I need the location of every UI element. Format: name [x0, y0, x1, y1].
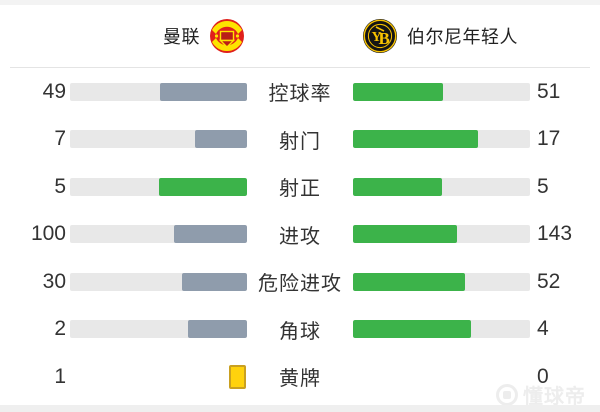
home-bar	[70, 320, 247, 339]
header-divider	[10, 67, 590, 68]
manchester-united-crest-icon	[209, 18, 245, 54]
home-bar	[70, 82, 247, 101]
home-value: 7	[54, 127, 66, 151]
away-value: 4	[537, 317, 549, 341]
bottom-section-edge	[0, 405, 600, 412]
away-bar-fill	[353, 320, 472, 339]
home-bar-fill	[188, 320, 247, 339]
watermark-logo-icon	[496, 383, 518, 406]
away-bar-track	[353, 320, 530, 339]
stat-label: 射正	[279, 178, 321, 201]
home-value: 30	[42, 269, 66, 293]
home-bar-track	[70, 130, 247, 149]
home-bar	[70, 130, 247, 149]
away-value: 5	[537, 174, 549, 198]
stat-label: 角球	[279, 320, 321, 343]
home-team-name: 曼联	[163, 27, 200, 47]
home-value: 1	[54, 364, 66, 388]
away-bar	[353, 130, 530, 149]
away-bar	[353, 177, 530, 196]
away-bar	[353, 225, 530, 244]
away-bar	[353, 82, 530, 101]
away-bar-track	[353, 225, 530, 244]
away-bar-fill	[353, 272, 466, 291]
away-bar-fill	[353, 82, 444, 101]
stats-rows: 49 控球率 51 7 射门 17	[0, 68, 600, 401]
home-team: 曼联	[0, 18, 300, 54]
away-bar-fill	[353, 130, 479, 149]
stat-row: 100 进攻 143	[0, 211, 600, 259]
home-bar-fill	[182, 272, 247, 291]
watermark: 懂球帝	[496, 380, 586, 409]
home-bar	[70, 272, 247, 291]
away-bar	[353, 272, 530, 291]
home-bar-track	[70, 82, 247, 101]
away-value: 0	[537, 364, 549, 388]
stat-label: 控球率	[268, 83, 332, 106]
away-bar-track	[353, 130, 530, 149]
away-team-name: 伯尔尼年轻人	[407, 27, 518, 47]
home-bar-track	[70, 272, 247, 291]
home-value: 49	[42, 79, 66, 103]
away-value: 52	[537, 269, 561, 293]
svg-text:Y: Y	[372, 30, 382, 45]
home-bar	[70, 364, 247, 389]
stat-label: 射门	[279, 130, 321, 153]
away-bar	[353, 320, 530, 339]
home-bar-track	[70, 177, 247, 196]
home-bar-fill	[195, 130, 247, 149]
away-bar-fill	[353, 225, 458, 244]
stat-row: 2 角球 4	[0, 306, 600, 354]
home-bar	[70, 177, 247, 196]
away-bar-track	[353, 272, 530, 291]
home-bar	[70, 225, 247, 244]
stat-label: 危险进攻	[258, 273, 342, 296]
stat-row: 1 黄牌 0	[0, 353, 600, 401]
stat-label: 黄牌	[279, 368, 321, 391]
top-section-edge	[0, 0, 600, 5]
away-value: 51	[537, 79, 561, 103]
home-bar-track	[70, 225, 247, 244]
away-value: 17	[537, 127, 561, 151]
stats-header: 曼联 Y B	[0, 5, 600, 67]
away-value: 143	[537, 222, 573, 246]
away-bar-track	[353, 82, 530, 101]
away-team: Y B 伯尔尼年轻人	[300, 18, 600, 54]
away-bar-fill	[353, 177, 442, 196]
svg-text:B: B	[379, 29, 390, 48]
home-bar-fill	[174, 225, 247, 244]
watermark-text: 懂球帝	[523, 386, 586, 408]
home-value: 100	[30, 222, 66, 246]
away-bar-track	[353, 177, 530, 196]
stat-label: 进攻	[279, 225, 321, 248]
home-bar-fill	[158, 177, 247, 196]
young-boys-crest-icon: Y B	[362, 18, 398, 54]
home-bar-fill	[160, 82, 247, 101]
home-value: 2	[54, 317, 66, 341]
stat-row: 49 控球率 51	[0, 68, 600, 116]
stat-row: 7 射门 17	[0, 116, 600, 164]
home-bar-track	[70, 320, 247, 339]
home-value: 5	[54, 174, 66, 198]
yellow-card-icon	[229, 364, 246, 389]
stat-row: 5 射正 5	[0, 163, 600, 211]
stat-row: 30 危险进攻 52	[0, 258, 600, 306]
